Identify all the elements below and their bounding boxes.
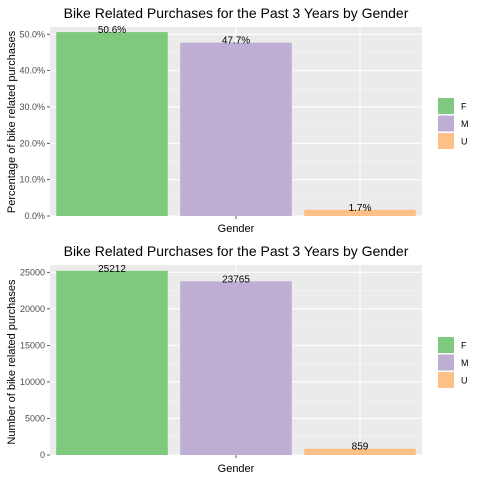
y-tick-label: 15000 bbox=[20, 340, 45, 350]
legend-key-m bbox=[438, 354, 454, 371]
bar-m bbox=[180, 281, 292, 455]
legend-label-f: F bbox=[461, 102, 467, 112]
legend: FMU bbox=[438, 337, 469, 388]
bar-u bbox=[304, 209, 416, 216]
data-label-f: 25212 bbox=[98, 264, 126, 275]
y-axis-title: Number of bike related purchases bbox=[6, 279, 18, 445]
y-axis: 0 5000 10000 15000 20000 25000 bbox=[20, 267, 237, 460]
y-tick-label: 0 bbox=[40, 450, 45, 460]
legend-key-u bbox=[438, 372, 454, 388]
y-tick-label: 20000 bbox=[20, 304, 45, 314]
data-label-m: 47.7% bbox=[222, 36, 250, 47]
legend-label-m: M bbox=[461, 358, 469, 368]
y-tick-label: 25000 bbox=[20, 267, 45, 277]
bar-m bbox=[180, 42, 292, 216]
y-tick-label: 40.0% bbox=[19, 66, 45, 76]
chart-title: Bike Related Purchases for the Past 3 Ye… bbox=[64, 5, 409, 21]
x-axis-title: Gender bbox=[218, 223, 255, 235]
data-label-u: 1.7% bbox=[349, 203, 372, 214]
legend-key-u bbox=[438, 133, 454, 149]
data-label-f: 50.6% bbox=[98, 25, 126, 36]
y-axis-title: Percentage of bike related purchases bbox=[6, 30, 18, 213]
legend-label-f: F bbox=[461, 341, 467, 351]
bar-f bbox=[56, 270, 168, 455]
legend: FMU bbox=[438, 98, 469, 149]
legend-key-f bbox=[438, 337, 454, 353]
bar-u bbox=[304, 448, 416, 455]
legend-label-u: U bbox=[461, 137, 468, 147]
legend-label-m: M bbox=[461, 119, 469, 129]
y-tick-label: 50.0% bbox=[19, 29, 45, 39]
legend-key-m bbox=[438, 115, 454, 132]
data-labels: 50.6% 47.7% 1.7% bbox=[98, 25, 372, 214]
y-tick-label: 0.0% bbox=[24, 211, 45, 221]
y-axis: 0.0% 10.0% 20.0% 30.0% 40.0% 50.0% bbox=[19, 29, 237, 221]
y-tick-label: 10000 bbox=[20, 377, 45, 387]
x-axis-title: Gender bbox=[218, 463, 255, 475]
data-labels: 25212 23765 859 bbox=[98, 264, 369, 453]
y-tick-label: 5000 bbox=[25, 413, 45, 423]
bars bbox=[56, 32, 416, 216]
bar-f bbox=[56, 32, 168, 216]
chart-percentage: Bike Related Purchases for the Past 3 Ye… bbox=[6, 5, 469, 235]
data-label-m: 23765 bbox=[222, 274, 250, 285]
bars bbox=[56, 270, 416, 455]
chart-count: Bike Related Purchases for the Past 3 Ye… bbox=[6, 243, 469, 475]
y-tick-label: 20.0% bbox=[19, 138, 45, 148]
legend-label-u: U bbox=[461, 376, 468, 386]
legend-key-f bbox=[438, 98, 454, 114]
data-label-u: 859 bbox=[352, 442, 369, 453]
chart-title: Bike Related Purchases for the Past 3 Ye… bbox=[64, 243, 409, 259]
y-tick-label: 10.0% bbox=[19, 175, 45, 185]
y-tick-label: 30.0% bbox=[19, 102, 45, 112]
